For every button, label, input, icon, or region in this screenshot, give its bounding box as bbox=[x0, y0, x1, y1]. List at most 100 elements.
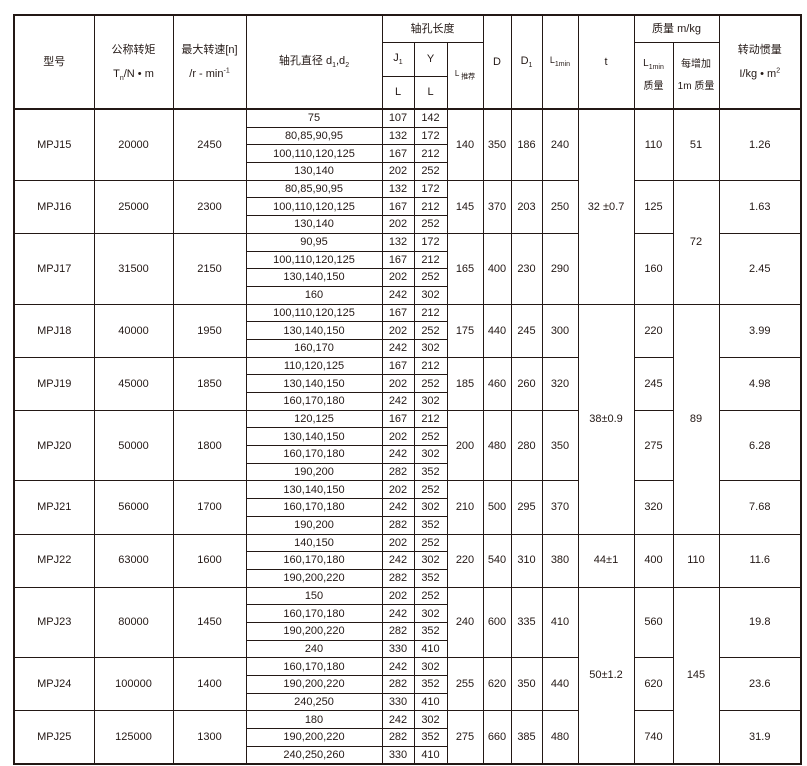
y-length-cell: 302 bbox=[413, 657, 448, 676]
mass-cell: 320 bbox=[633, 480, 674, 535]
table-row: 190,200,220 282 352 bbox=[14, 621, 801, 641]
torque-cell: 80000 bbox=[93, 586, 174, 659]
header-inertia: 转动惯量 I/kg • m2 bbox=[718, 14, 802, 110]
inertia-cell: 3.99 bbox=[718, 303, 802, 358]
bore-diameter-cell: 160,170,180 bbox=[245, 445, 383, 464]
y-length-cell: 302 bbox=[413, 551, 448, 570]
d-cell: 660 bbox=[482, 710, 512, 765]
mass-cell: 110 bbox=[633, 108, 674, 181]
torque-cell: 125000 bbox=[93, 710, 174, 765]
mass-cell: 275 bbox=[633, 409, 674, 482]
table-row: MPJ18 40000 1950 100,110,120,125 167 212 175 44… bbox=[13, 303, 802, 535]
header-bore-length: 轴孔长度 bbox=[381, 14, 484, 43]
header-y: Y bbox=[413, 42, 448, 77]
y-length-cell: 352 bbox=[413, 621, 448, 641]
y-length-cell: 252 bbox=[413, 215, 448, 234]
l-recommended-cell: 240 bbox=[446, 586, 484, 659]
j1-length-cell: 330 bbox=[381, 692, 415, 712]
d1-cell: 203 bbox=[510, 179, 543, 234]
bore-diameter-cell: 100,110,120,125 bbox=[245, 144, 383, 164]
header-j1-l: L bbox=[381, 76, 415, 110]
y-length-cell: 252 bbox=[413, 427, 448, 447]
l-recommended-cell: 200 bbox=[446, 409, 484, 482]
j1-length-cell: 242 bbox=[381, 551, 415, 570]
inertia-cell: 1.63 bbox=[718, 179, 802, 234]
j1-length-cell: 242 bbox=[381, 285, 415, 305]
d1-cell: 310 bbox=[510, 533, 543, 588]
d-cell: 620 bbox=[482, 657, 512, 712]
y-length-cell: 212 bbox=[413, 197, 448, 217]
y-length-cell: 410 bbox=[413, 692, 448, 712]
j1-length-cell: 167 bbox=[381, 250, 415, 270]
j1-length-cell: 202 bbox=[381, 321, 415, 340]
y-length-cell: 302 bbox=[413, 392, 448, 411]
y-length-cell: 252 bbox=[413, 374, 448, 393]
y-length-cell: 172 bbox=[413, 232, 448, 252]
y-length-cell: 212 bbox=[413, 303, 448, 323]
j1-length-cell: 282 bbox=[381, 568, 415, 588]
y-length-cell: 252 bbox=[413, 586, 448, 606]
bore-diameter-cell: 130,140 bbox=[245, 215, 383, 234]
y-length-cell: 352 bbox=[413, 515, 448, 535]
bore-diameter-cell: 140,150 bbox=[245, 533, 383, 553]
model-cell: MPJ15 bbox=[13, 108, 95, 181]
bore-diameter-cell: 75 bbox=[245, 108, 383, 128]
y-length-cell: 302 bbox=[413, 710, 448, 730]
d1-cell: 186 bbox=[510, 108, 543, 181]
inertia-unit: I/kg • m2 bbox=[739, 67, 781, 80]
y-length-cell: 252 bbox=[413, 321, 448, 340]
d1-cell: 230 bbox=[510, 232, 543, 305]
l1min-cell: 250 bbox=[541, 179, 579, 234]
bore-diameter-cell: 240,250,260 bbox=[245, 745, 383, 765]
model-cell: MPJ23 bbox=[13, 586, 95, 659]
y-length-cell: 142 bbox=[413, 108, 448, 128]
torque-cell: 40000 bbox=[93, 303, 174, 358]
torque-cell: 50000 bbox=[93, 409, 174, 482]
table-row: MPJ25 125000 1300 180 242 302 275 660 385 480 740 3… bbox=[13, 710, 802, 765]
bore-diameter-cell: 160,170,180 bbox=[245, 604, 383, 623]
table-row: 160,170,180 242 302 bbox=[14, 498, 801, 517]
bore-diameter-cell: 150 bbox=[245, 586, 383, 606]
model-cell: MPJ17 bbox=[13, 232, 95, 305]
header-l1min: L1min bbox=[541, 14, 579, 110]
d1-cell: 295 bbox=[510, 480, 543, 535]
y-length-cell: 172 bbox=[413, 126, 448, 146]
y-length-cell: 212 bbox=[413, 144, 448, 164]
d1-cell: 335 bbox=[510, 586, 543, 659]
l-recommended-cell: 145 bbox=[446, 179, 484, 234]
speed-cell: 2300 bbox=[172, 179, 247, 234]
l1min-cell: 410 bbox=[541, 586, 579, 659]
d-cell: 350 bbox=[482, 108, 512, 181]
table-row: MPJ21 56000 1700 130,140,150 202 252 210 500 295… bbox=[13, 480, 802, 535]
speed-label: 最大转速[n] bbox=[181, 43, 238, 56]
j1-length-cell: 202 bbox=[381, 215, 415, 234]
j1-length-cell: 202 bbox=[381, 374, 415, 393]
bore-diameter-cell: 100,110,120,125 bbox=[245, 197, 383, 217]
bore-diameter-cell: 190,200,220 bbox=[245, 568, 383, 588]
j1-length-cell: 202 bbox=[381, 586, 415, 606]
d-cell: 600 bbox=[482, 586, 512, 659]
y-length-cell: 302 bbox=[413, 498, 448, 517]
inertia-cell: 7.68 bbox=[718, 480, 802, 535]
bore-diameter-cell: 240 bbox=[245, 639, 383, 659]
header-y-l: L bbox=[413, 76, 448, 110]
j1-length-cell: 202 bbox=[381, 268, 415, 287]
inertia-cell: 6.28 bbox=[718, 409, 802, 482]
y-length-cell: 252 bbox=[413, 268, 448, 287]
table-row: 160,170,180 242 302 bbox=[14, 604, 801, 623]
y-length-cell: 172 bbox=[413, 179, 448, 199]
inertia-cell: 11.6 bbox=[718, 533, 802, 588]
inertia-cell: 23.6 bbox=[718, 657, 802, 712]
coupling-spec-table-wrapper: 型号 公称转矩 Tn/N • m 最大转速[n] /r - min-1 轴孔直径 d… bbox=[13, 14, 802, 766]
table-row: 190,200,220 282 352 bbox=[14, 728, 801, 747]
table-row: MPJ24 100000 1400 160,170,180 242 302 255 620 35… bbox=[13, 657, 802, 712]
bore-diameter-cell: 160,170 bbox=[245, 338, 383, 358]
model-cell: MPJ18 bbox=[13, 303, 95, 358]
bore-diameter-cell: 130,140,150 bbox=[245, 374, 383, 393]
inertia-label: 转动惯量 bbox=[737, 43, 782, 56]
table-row: MPJ16 25000 2300 80,85,90,95 132 172 145 370 203… bbox=[13, 179, 802, 305]
mass-cell: 220 bbox=[633, 303, 674, 358]
model-cell: MPJ25 bbox=[13, 710, 95, 765]
inertia-cell: 4.98 bbox=[718, 356, 802, 411]
d-cell: 400 bbox=[482, 232, 512, 305]
